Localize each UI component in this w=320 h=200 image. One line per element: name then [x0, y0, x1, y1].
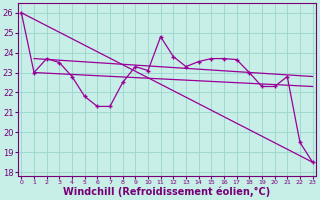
- X-axis label: Windchill (Refroidissement éolien,°C): Windchill (Refroidissement éolien,°C): [63, 187, 271, 197]
